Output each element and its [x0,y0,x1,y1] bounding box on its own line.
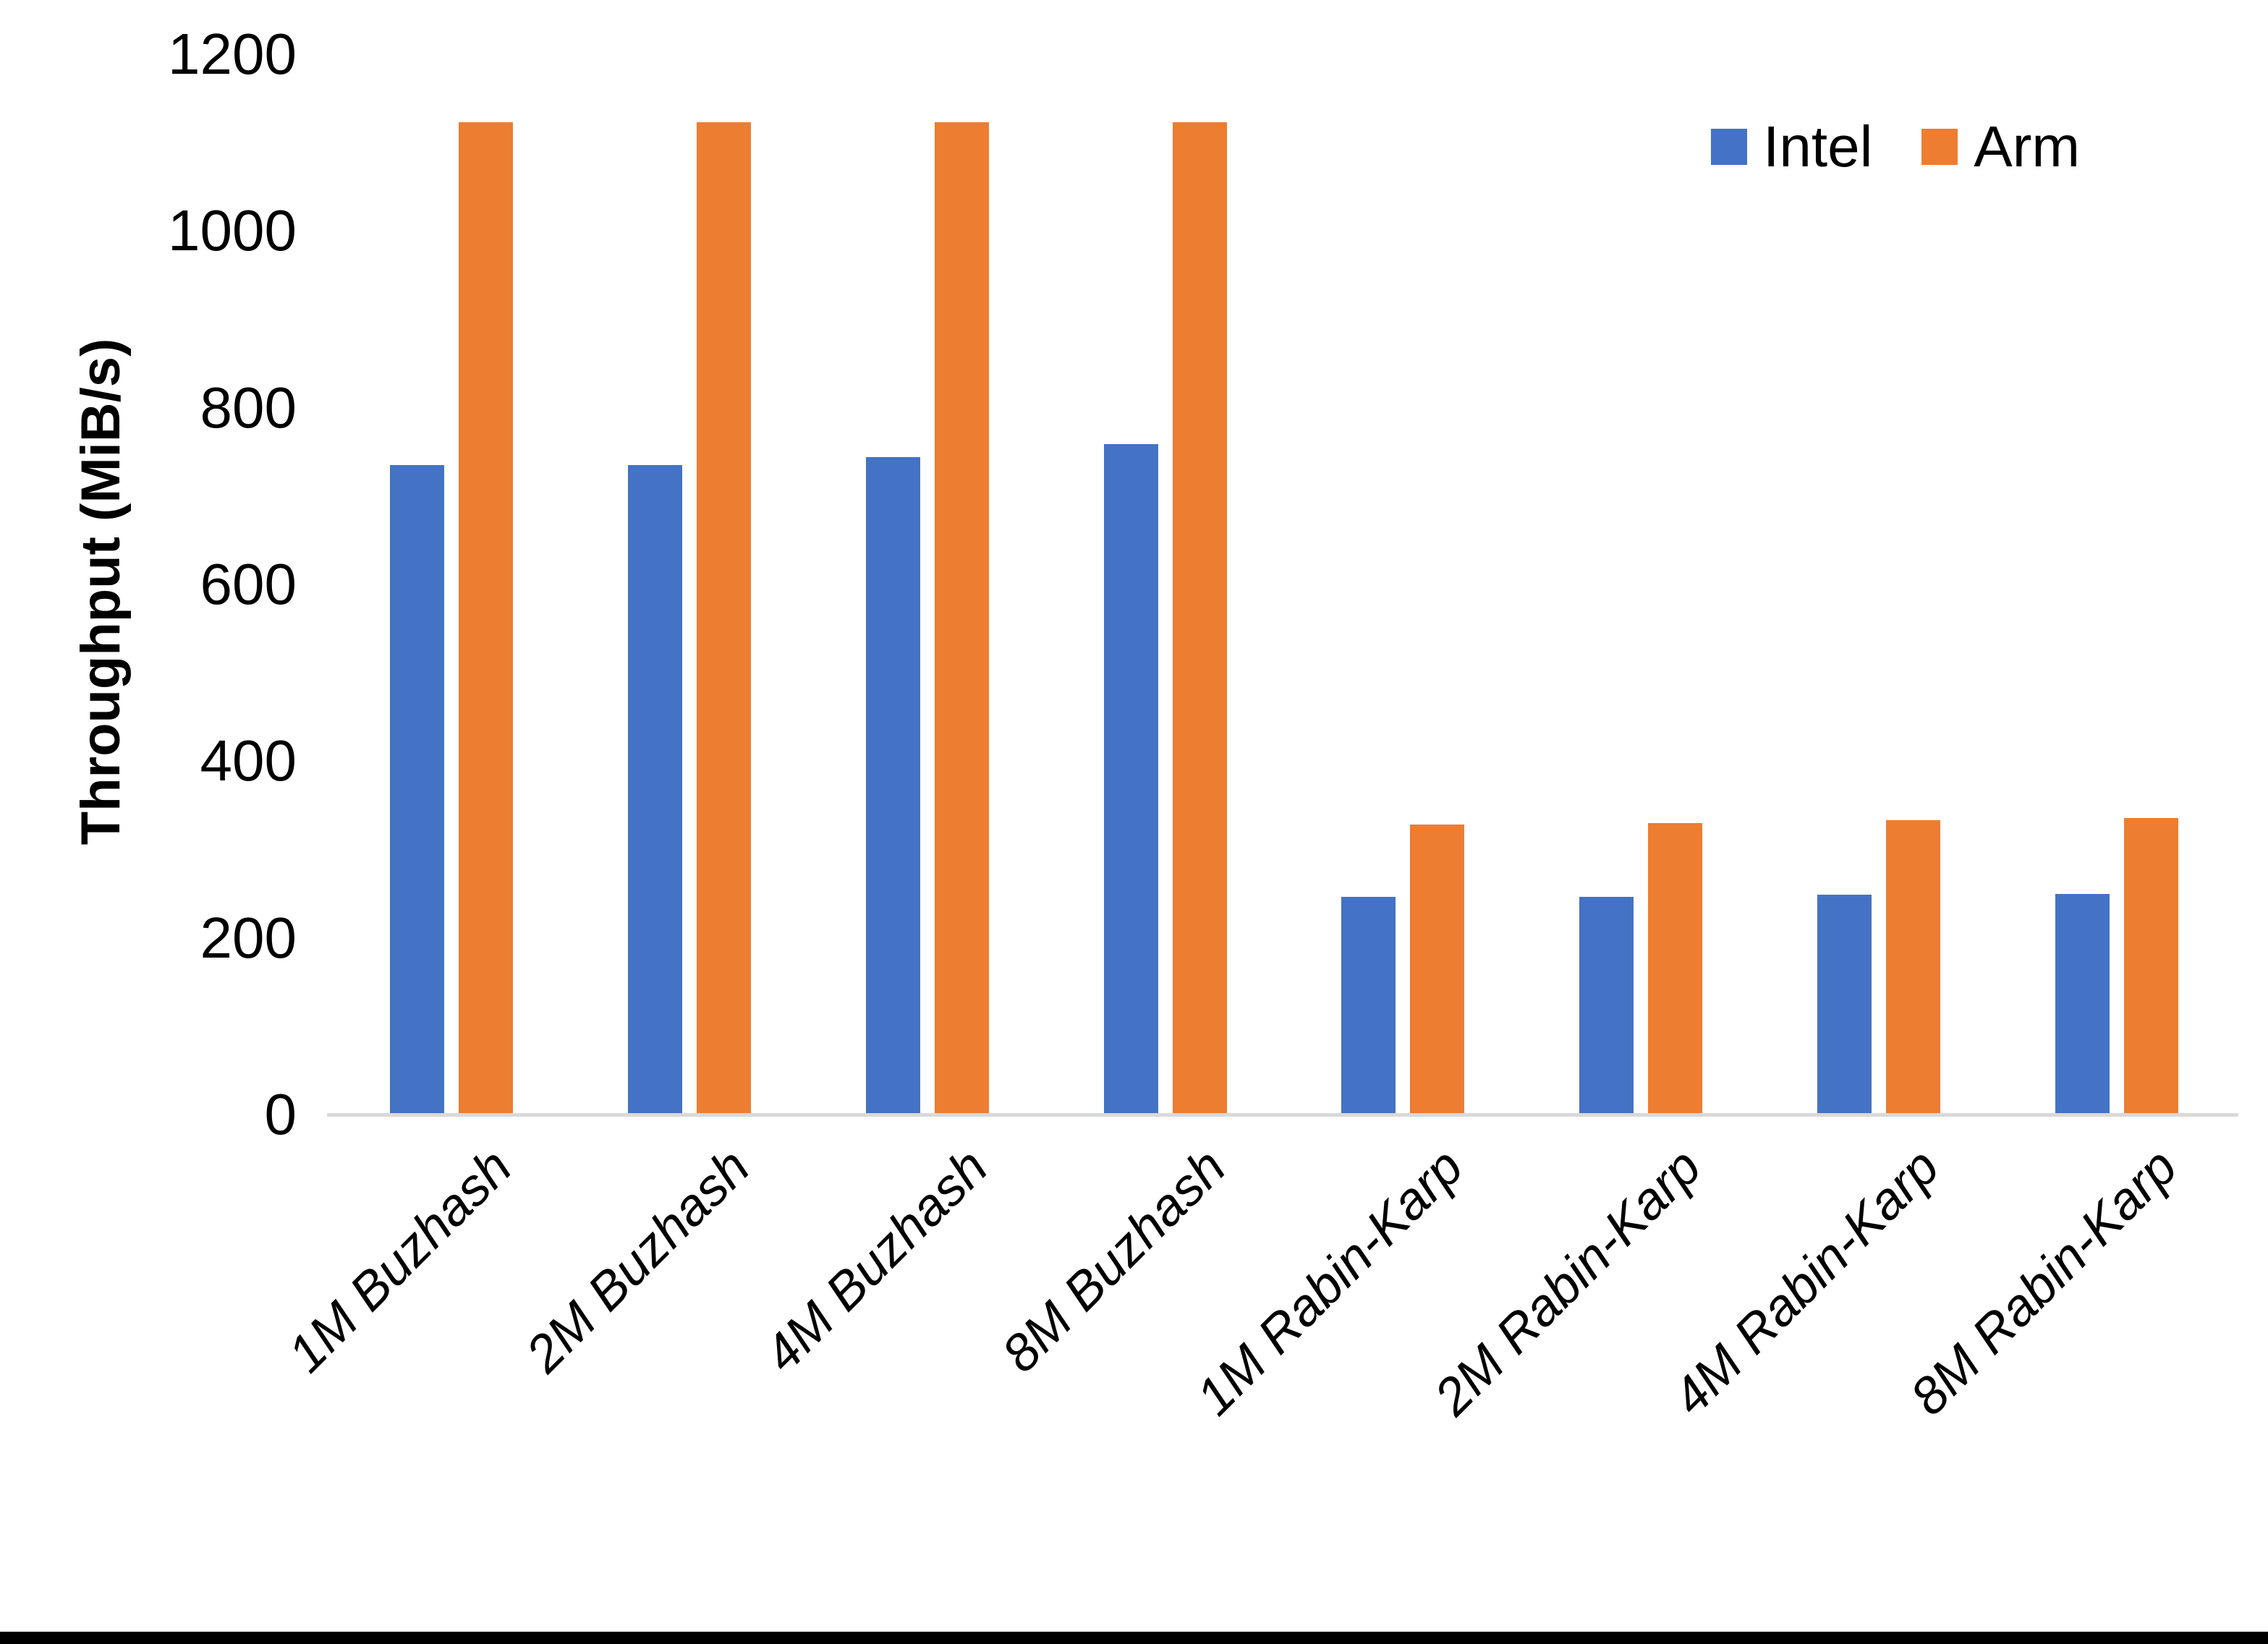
y-tick-label: 600 [200,552,297,616]
plot-area [333,54,2235,1115]
y-tick-label: 1200 [168,22,297,86]
x-category-label: 8M Rabin-Karp [1899,1138,2188,1427]
legend-swatch-arm [1921,129,1958,165]
legend-swatch-intel [1711,129,1748,165]
x-category-label: 1M Buzhash [277,1138,524,1384]
legend-item-arm: Arm [1921,114,2080,179]
bar-intel-2m-rabin-karp [1579,897,1634,1115]
x-category-label: 4M Buzhash [752,1138,999,1384]
bar-intel-4m-buzhash [865,457,920,1115]
bar-arm-8m-rabin-karp [2123,817,2178,1115]
y-tick-label: 0 [264,1082,297,1146]
y-tick-label: 800 [200,375,297,440]
bar-arm-2m-buzhash [697,122,752,1115]
x-category-label: 8M Buzhash [990,1138,1237,1384]
x-category-label: 2M Buzhash [515,1138,761,1384]
x-axis-line [327,1113,2238,1117]
bar-arm-4m-rabin-karp [1885,820,1940,1115]
y-tick-label: 200 [200,905,297,970]
bar-intel-2m-buzhash [628,465,683,1115]
bar-intel-1m-rabin-karp [1341,897,1396,1115]
legend-label-arm: Arm [1974,114,2080,179]
x-category-label: 2M Rabin-Karp [1423,1138,1712,1427]
x-category-label: 4M Rabin-Karp [1661,1138,1950,1427]
bar-intel-8m-buzhash [1103,443,1158,1115]
legend-item-intel: Intel [1711,114,1872,179]
y-tick-label: 400 [200,728,297,793]
bottom-border-bar [0,1632,2268,1644]
legend-label-intel: Intel [1763,114,1873,179]
bar-arm-1m-rabin-karp [1410,825,1465,1115]
bar-arm-8m-buzhash [1172,122,1227,1115]
y-tick-label: 1000 [168,198,297,263]
x-category-label: 1M Rabin-Karp [1186,1138,1475,1427]
bar-intel-4m-rabin-karp [1817,894,1872,1115]
bar-arm-2m-rabin-karp [1648,822,1703,1115]
chart-legend: Intel Arm [1711,114,2080,179]
bar-intel-8m-rabin-karp [2055,893,2110,1115]
bar-intel-1m-buzhash [390,465,445,1115]
bar-arm-4m-buzhash [934,122,989,1115]
bar-arm-1m-buzhash [459,122,514,1115]
